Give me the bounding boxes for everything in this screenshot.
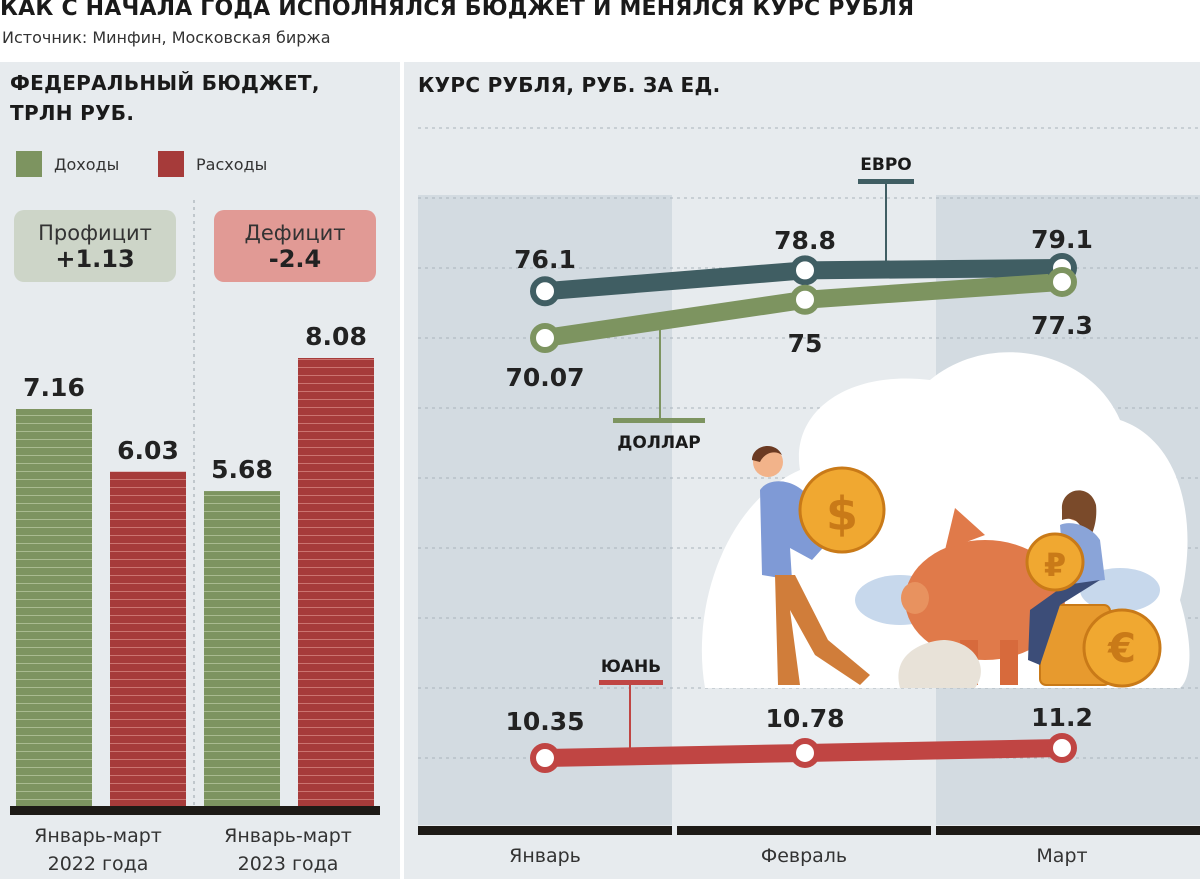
budget-title-line2: ТРЛН РУБ. [10, 101, 135, 125]
piggy-bank-illustration: € $ ₽ [701, 352, 1190, 688]
legend-income: Доходы [16, 151, 119, 177]
dollar-value-january: 70.07 [505, 363, 584, 392]
dollar-point-март [1047, 266, 1077, 297]
period-2022-line2: 2022 года [47, 853, 149, 875]
axis-segment-march [936, 826, 1200, 835]
legend-expense-swatch [158, 151, 184, 177]
rates-title: КУРС РУБЛЯ, РУБ. ЗА ЕД. [418, 73, 721, 97]
period-2023: Январь-март 2023 года [198, 822, 378, 878]
yuan-value-march: 11.2 [1031, 703, 1093, 732]
euro-point-январь [530, 276, 560, 307]
svg-text:€: € [1107, 626, 1136, 672]
budget-title: ФЕДЕРАЛЬНЫЙ БЮДЖЕТ, ТРЛН РУБ. [10, 68, 320, 128]
euro-label-underline [858, 179, 914, 184]
euro-value-february: 78.8 [774, 226, 836, 255]
euro-coin-icon [1082, 608, 1162, 688]
chart-source: Источник: Минфин, Московская биржа [2, 28, 331, 47]
dollar-point-январь [530, 323, 560, 353]
period-2022: Январь-март 2022 года [8, 822, 188, 878]
budget-bar-chart [10, 200, 380, 815]
legend-expense: Расходы [158, 151, 267, 177]
bar-label-expense-2022: 6.03 [117, 435, 179, 465]
bar-label-expense-2023: 8.08 [305, 322, 367, 351]
euro-value-january: 76.1 [514, 245, 576, 274]
deficit-label: Дефицит [244, 221, 346, 245]
bar-income-2022 [16, 409, 92, 806]
legend-expense-label: Расходы [196, 154, 268, 174]
x-label-january: Январь [509, 845, 581, 867]
period-2023-line1: Январь-март [224, 825, 352, 847]
yuan-point-февраль [790, 737, 820, 768]
bar-label-income-2022: 7.16 [23, 373, 85, 402]
yuan-point-март [1047, 733, 1077, 763]
bar-expense-2023 [298, 358, 374, 806]
period-2023-line2: 2023 года [237, 853, 339, 875]
euro-point-февраль [790, 255, 820, 286]
axis-segment-january [418, 826, 672, 835]
yuan-value-february: 10.78 [765, 704, 844, 733]
euro-value-march: 79.1 [1031, 225, 1093, 254]
chart-title: КАК С НАЧАЛА ГОДА ИСПОЛНЯЛСЯ БЮДЖЕТ И МЕ… [0, 0, 915, 21]
dollar-series-label: ДОЛЛАР [617, 433, 700, 453]
surplus-label: Профицит [38, 221, 152, 245]
bar-label-income-2023: 5.68 [211, 455, 273, 485]
deficit-value: -2.4 [268, 245, 322, 273]
legend-income-swatch [16, 151, 42, 177]
yuan-point-январь [530, 743, 560, 773]
deficit-badge: Дефицит -2.4 [214, 210, 376, 282]
legend-income-label: Доходы [54, 154, 120, 174]
yuan-value-january: 10.35 [505, 707, 584, 736]
x-label-february: Февраль [760, 845, 848, 867]
bar-income-2023 [204, 491, 280, 806]
surplus-badge: Профицит +1.13 [14, 210, 176, 282]
period-2022-line1: Январь-март [34, 825, 162, 847]
svg-text:$: $ [826, 487, 858, 541]
dollar-value-february: 75 [788, 329, 823, 358]
x-label-march: Март [1036, 845, 1088, 867]
surplus-value: +1.13 [55, 245, 135, 273]
ruble-coin-icon [1025, 532, 1085, 592]
bar-expense-2022 [110, 471, 186, 806]
dollar-point-февраль [790, 284, 820, 315]
dollar-value-march: 77.3 [1031, 311, 1093, 340]
bar-baseline [10, 806, 380, 815]
yuan-series-label: ЮАНЬ [601, 657, 661, 677]
dollar-label-underline [613, 418, 705, 423]
axis-segment-february [677, 826, 931, 835]
budget-title-line1: ФЕДЕРАЛЬНЫЙ БЮДЖЕТ, [10, 71, 320, 95]
euro-series-label: ЕВРО [860, 155, 911, 175]
dollar-coin-icon [798, 466, 886, 554]
yuan-label-underline [599, 680, 663, 685]
svg-text:₽: ₽ [1044, 546, 1066, 584]
piggy-bank-icon [905, 540, 1065, 660]
